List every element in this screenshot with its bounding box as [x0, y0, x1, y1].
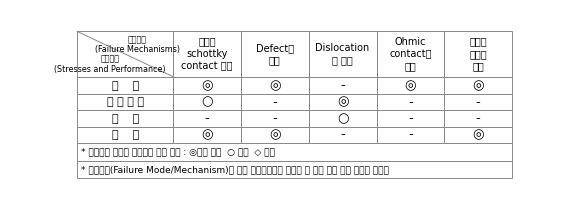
Text: 반도체
소재의
열화: 반도체 소재의 열화 [469, 37, 487, 72]
Bar [77, 77, 173, 94]
Text: -: - [408, 112, 413, 125]
Bar [377, 31, 444, 77]
Text: ◎: ◎ [201, 79, 213, 92]
Bar [77, 110, 173, 127]
Text: ◎: ◎ [269, 79, 281, 92]
Text: 진    동: 진 동 [112, 114, 139, 124]
Text: * 신뢰성에 관련된 중요도에 따라 표시 : ◎가장 중요  ○ 중요  ◇ 보통: * 신뢰성에 관련된 중요도에 따라 표시 : ◎가장 중요 ○ 중요 ◇ 보통 [81, 147, 275, 156]
Text: -: - [476, 96, 481, 109]
Text: ◎: ◎ [473, 128, 484, 141]
Text: ◎: ◎ [405, 79, 416, 92]
Text: -: - [408, 128, 413, 141]
Text: -: - [476, 112, 481, 125]
Bar [173, 94, 241, 110]
Bar [241, 127, 309, 143]
Bar [377, 77, 444, 94]
Bar [173, 31, 241, 77]
Text: -: - [340, 128, 345, 141]
Bar [377, 94, 444, 110]
Text: 고장원인
(Stresses and Performance): 고장원인 (Stresses and Performance) [54, 54, 166, 73]
Bar [77, 143, 512, 161]
Bar [241, 94, 309, 110]
Bar [309, 31, 377, 77]
Text: 고장기구
(Failure Mechanisms): 고장기구 (Failure Mechanisms) [95, 35, 180, 54]
Text: ◎: ◎ [473, 79, 484, 92]
Text: -: - [408, 96, 413, 109]
Bar [309, 94, 377, 110]
Text: Defect의
증가: Defect의 증가 [256, 43, 294, 65]
Bar [173, 77, 241, 94]
Text: 게이트
schottky
contact 열화: 게이트 schottky contact 열화 [181, 37, 233, 72]
Bar [309, 77, 377, 94]
Bar [444, 127, 512, 143]
Text: ○: ○ [201, 96, 213, 109]
Bar [173, 127, 241, 143]
Text: -: - [273, 96, 277, 109]
Bar [377, 127, 444, 143]
Text: -: - [340, 79, 345, 92]
Bar [444, 94, 512, 110]
Text: 온    도: 온 도 [112, 81, 139, 91]
Bar [77, 127, 173, 143]
Text: ◎: ◎ [201, 128, 213, 141]
Text: ○: ○ [337, 112, 348, 125]
Bar [444, 31, 512, 77]
Text: Ohmic
contact의
열화: Ohmic contact의 열화 [389, 37, 432, 72]
Bar [77, 31, 173, 77]
Bar [77, 161, 512, 178]
Text: * 고장기구(Failure Mode/Mechanism)는 해당 부품소재에서 발생할 수 있는 모든 고장 형태를 나타냄: * 고장기구(Failure Mode/Mechanism)는 해당 부품소재에… [81, 165, 389, 174]
Bar [77, 94, 173, 110]
Text: 전    압: 전 압 [112, 130, 139, 140]
Bar [241, 31, 309, 77]
Text: -: - [273, 112, 277, 125]
Bar [377, 110, 444, 127]
Text: 온 도 변 화: 온 도 변 화 [106, 97, 144, 107]
Bar [309, 110, 377, 127]
Bar [444, 77, 512, 94]
Text: ◎: ◎ [269, 128, 281, 141]
Bar [241, 77, 309, 94]
Bar [309, 127, 377, 143]
Text: ◎: ◎ [337, 96, 348, 109]
Bar [444, 110, 512, 127]
Text: Dislocation
의 성장: Dislocation 의 성장 [316, 43, 370, 65]
Bar [241, 110, 309, 127]
Text: -: - [205, 112, 209, 125]
Bar [173, 110, 241, 127]
